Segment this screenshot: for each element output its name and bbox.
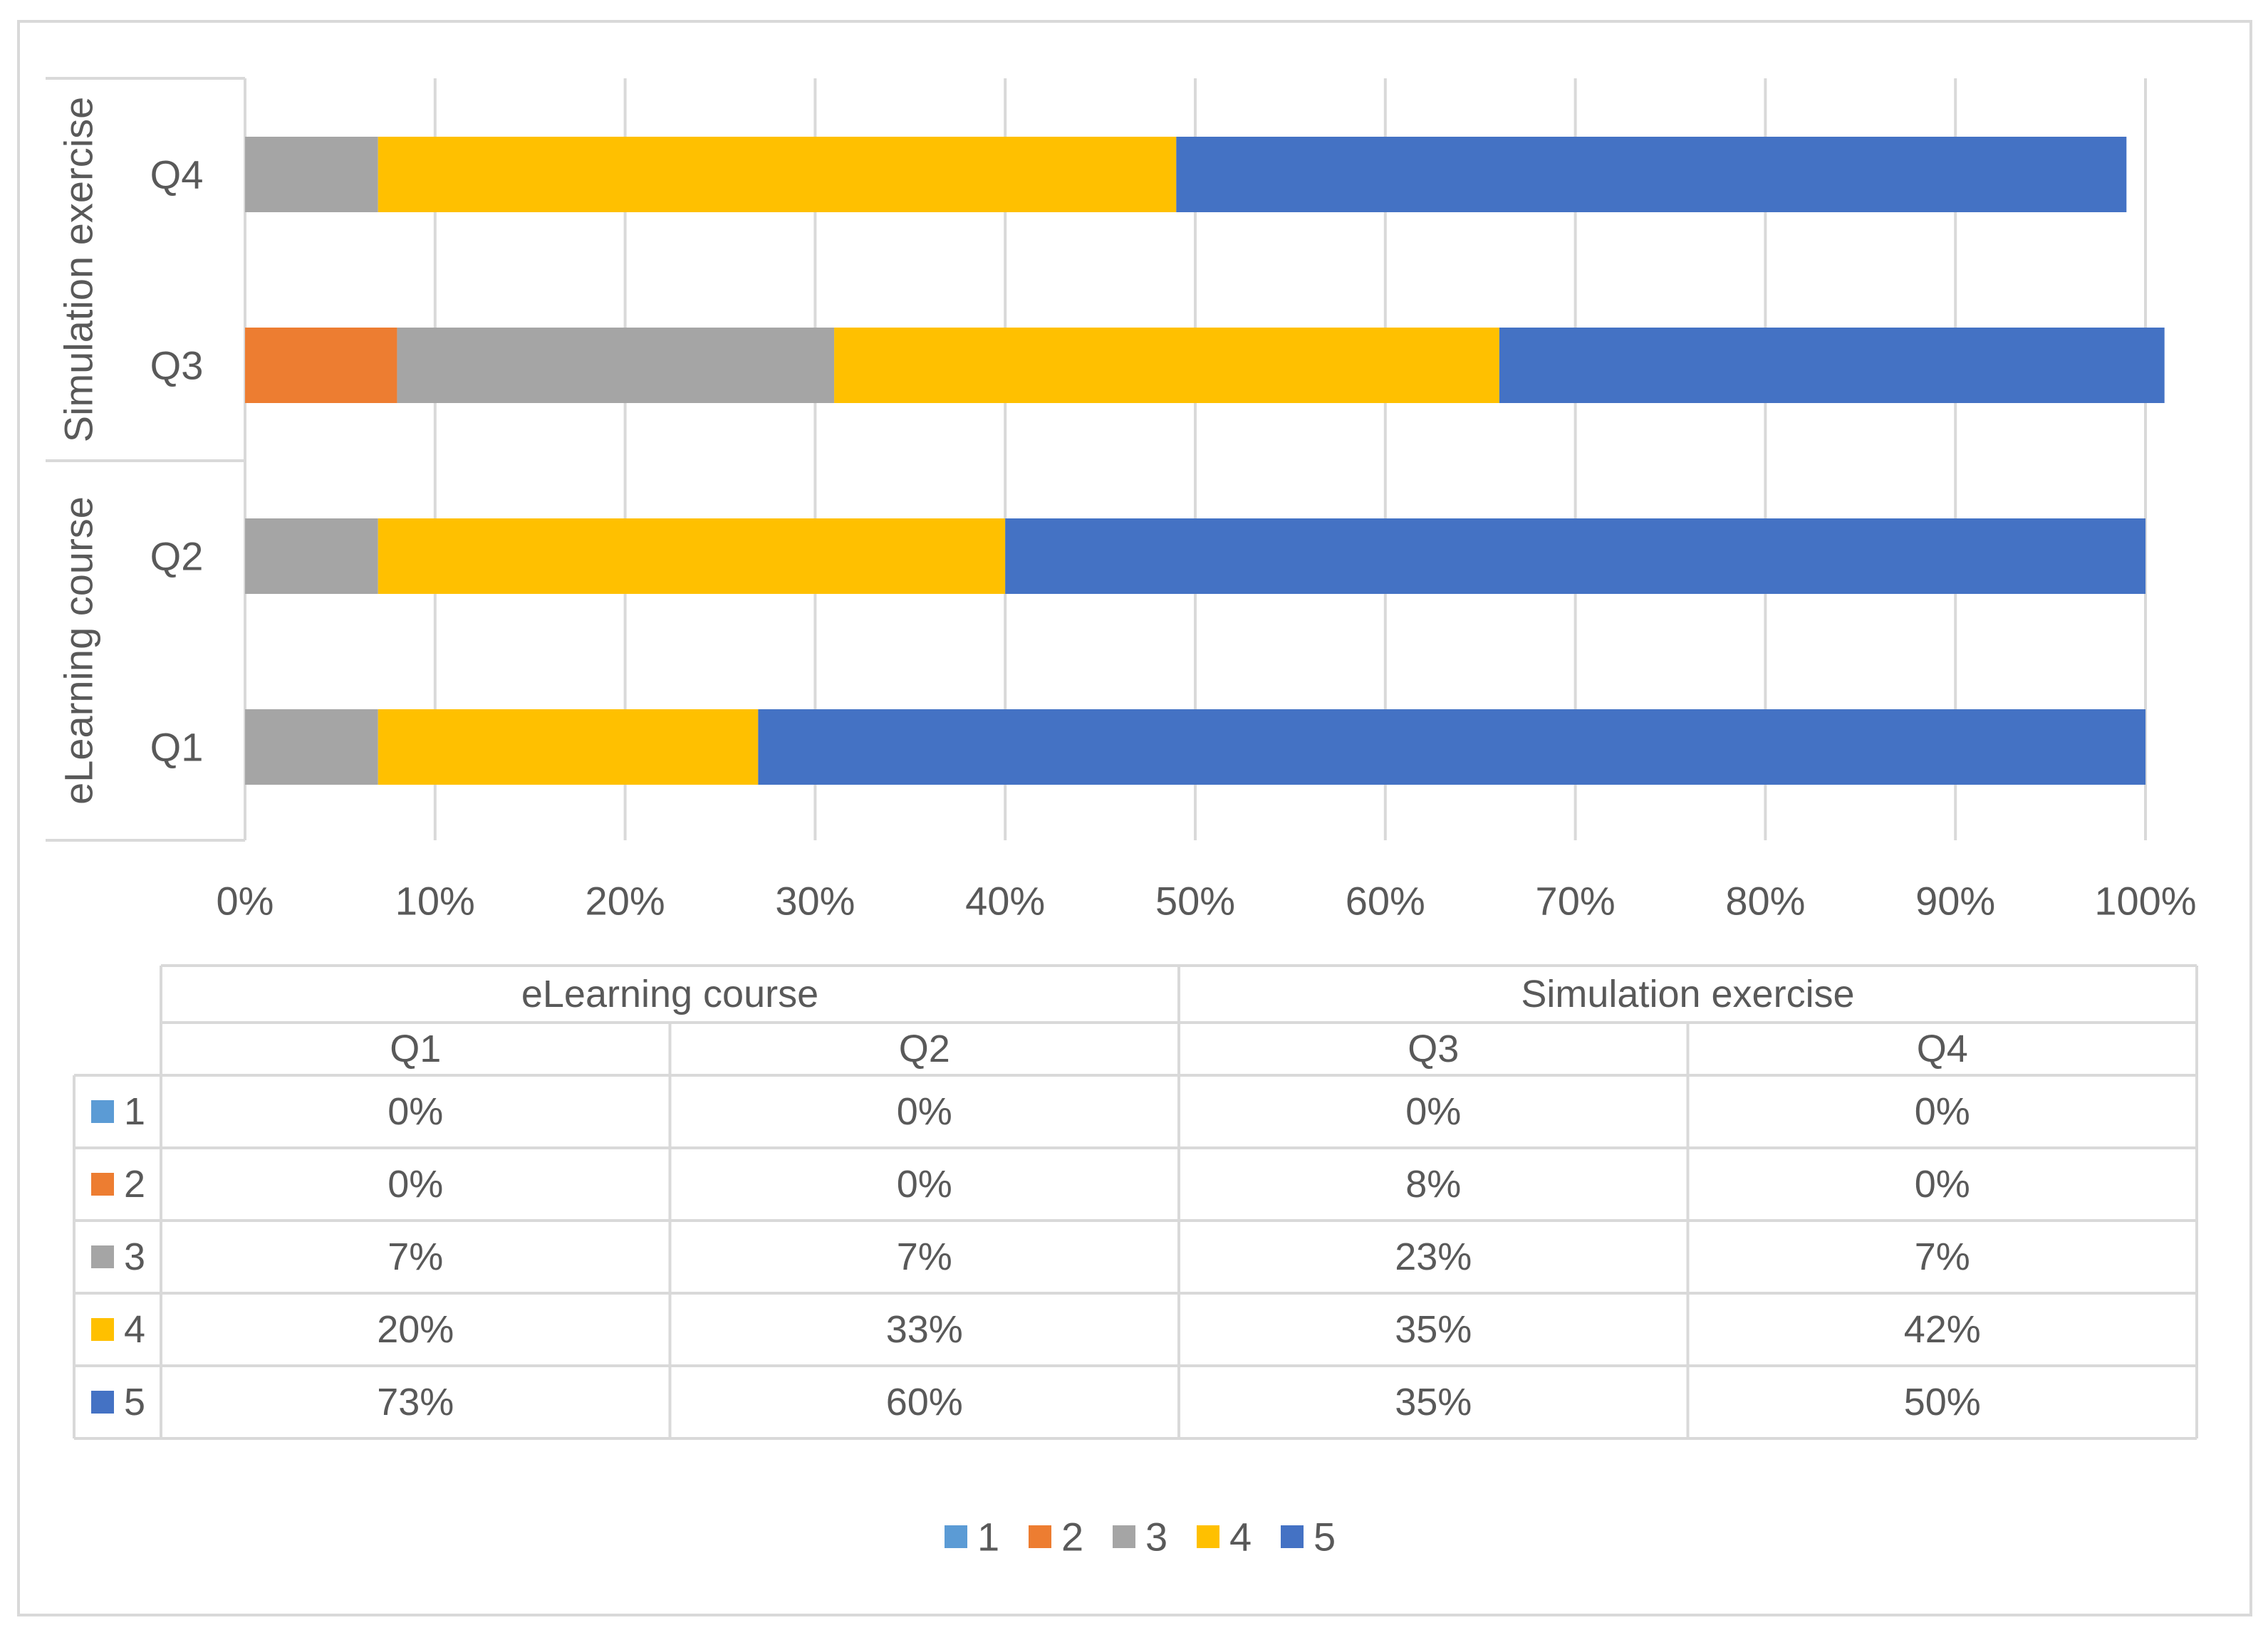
bar-segment-q4-series-5 [1176, 137, 2127, 212]
table-cell: 35% [1395, 1381, 1472, 1423]
table-row-label-2: 2 [124, 1163, 145, 1206]
table-row-label-1: 1 [124, 1090, 145, 1133]
table-cell: 35% [1395, 1308, 1472, 1351]
table-legend-key-3 [91, 1245, 114, 1268]
x-tick-label: 90% [1915, 879, 1995, 924]
table-cell: 60% [886, 1381, 963, 1423]
table-group-header-simulation: Simulation exercise [1521, 973, 1854, 1015]
category-label-q4: Q4 [150, 152, 204, 197]
group-label-simulation: Simulation exercise [56, 97, 101, 443]
table-column-header-q2: Q2 [899, 1028, 950, 1070]
legend-label-1: 1 [977, 1515, 999, 1560]
table-cell: 7% [1915, 1235, 1970, 1278]
table-column-header-q3: Q3 [1408, 1028, 1459, 1070]
legend-label-5: 5 [1314, 1515, 1336, 1560]
table-cell: 8% [1405, 1163, 1461, 1206]
x-tick-label: 50% [1155, 879, 1235, 924]
bar-segment-q1-series-4 [378, 709, 759, 785]
legend-key-5 [1281, 1525, 1304, 1548]
bar-segment-q3-series-2 [245, 328, 397, 403]
table-group-header-elearning: eLearning course [521, 973, 818, 1015]
bar-segment-q1-series-3 [245, 709, 378, 785]
table-cell: 0% [1915, 1090, 1970, 1133]
category-label-q2: Q2 [150, 534, 204, 579]
table-cell: 42% [1904, 1308, 1981, 1351]
group-label-elearning: eLearning course [56, 496, 101, 805]
table-cell: 33% [886, 1308, 963, 1351]
table-row-label-5: 5 [124, 1381, 145, 1423]
x-tick-label: 0% [217, 879, 274, 924]
bar-segment-q2-series-4 [378, 518, 1006, 594]
x-tick-label: 80% [1725, 879, 1805, 924]
table-cell: 0% [1405, 1090, 1461, 1133]
x-tick-label: 100% [2094, 879, 2196, 924]
bar-segment-q3-series-3 [397, 328, 835, 403]
table-cell: 73% [377, 1381, 454, 1423]
table-legend-key-5 [91, 1391, 114, 1414]
bar-segment-q2-series-3 [245, 518, 378, 594]
table-legend-key-1 [91, 1100, 114, 1123]
x-tick-label: 30% [775, 879, 855, 924]
legend-label-2: 2 [1061, 1515, 1083, 1560]
table-column-header-q1: Q1 [390, 1028, 441, 1070]
bar-segment-q3-series-4 [834, 328, 1499, 403]
legend-key-4 [1197, 1525, 1219, 1548]
table-cell: 50% [1904, 1381, 1981, 1423]
category-label-q3: Q3 [150, 343, 204, 388]
legend-key-3 [1113, 1525, 1135, 1548]
bar-segment-q4-series-4 [378, 137, 1177, 212]
legend-key-2 [1029, 1525, 1051, 1548]
table-cell: 0% [387, 1163, 443, 1206]
table-row-label-3: 3 [124, 1235, 145, 1278]
legend-label-3: 3 [1145, 1515, 1167, 1560]
x-tick-label: 40% [965, 879, 1045, 924]
legend-key-1 [945, 1525, 967, 1548]
table-cell: 23% [1395, 1235, 1472, 1278]
table-cell: 20% [377, 1308, 454, 1351]
table-cell: 7% [897, 1235, 952, 1278]
table-cell: 0% [897, 1090, 952, 1133]
x-tick-label: 10% [395, 879, 475, 924]
bar-segment-q2-series-5 [1005, 518, 2145, 594]
table-cell: 0% [1915, 1163, 1970, 1206]
table-cell: 0% [897, 1163, 952, 1206]
x-tick-label: 60% [1346, 879, 1425, 924]
table-legend-key-2 [91, 1173, 114, 1196]
table-row-label-4: 4 [124, 1308, 145, 1351]
category-label-q1: Q1 [150, 725, 204, 770]
bar-segment-q3-series-5 [1499, 328, 2165, 403]
x-tick-label: 20% [586, 879, 665, 924]
table-column-header-q4: Q4 [1917, 1028, 1968, 1070]
table-cell: 7% [387, 1235, 443, 1278]
table-cell: 0% [387, 1090, 443, 1133]
table-legend-key-4 [91, 1318, 114, 1341]
x-tick-label: 70% [1536, 879, 1616, 924]
bar-segment-q4-series-3 [245, 137, 378, 212]
chart-area-border [17, 20, 2252, 1616]
bar-segment-q1-series-5 [758, 709, 2145, 785]
legend-label-4: 4 [1229, 1515, 1252, 1560]
